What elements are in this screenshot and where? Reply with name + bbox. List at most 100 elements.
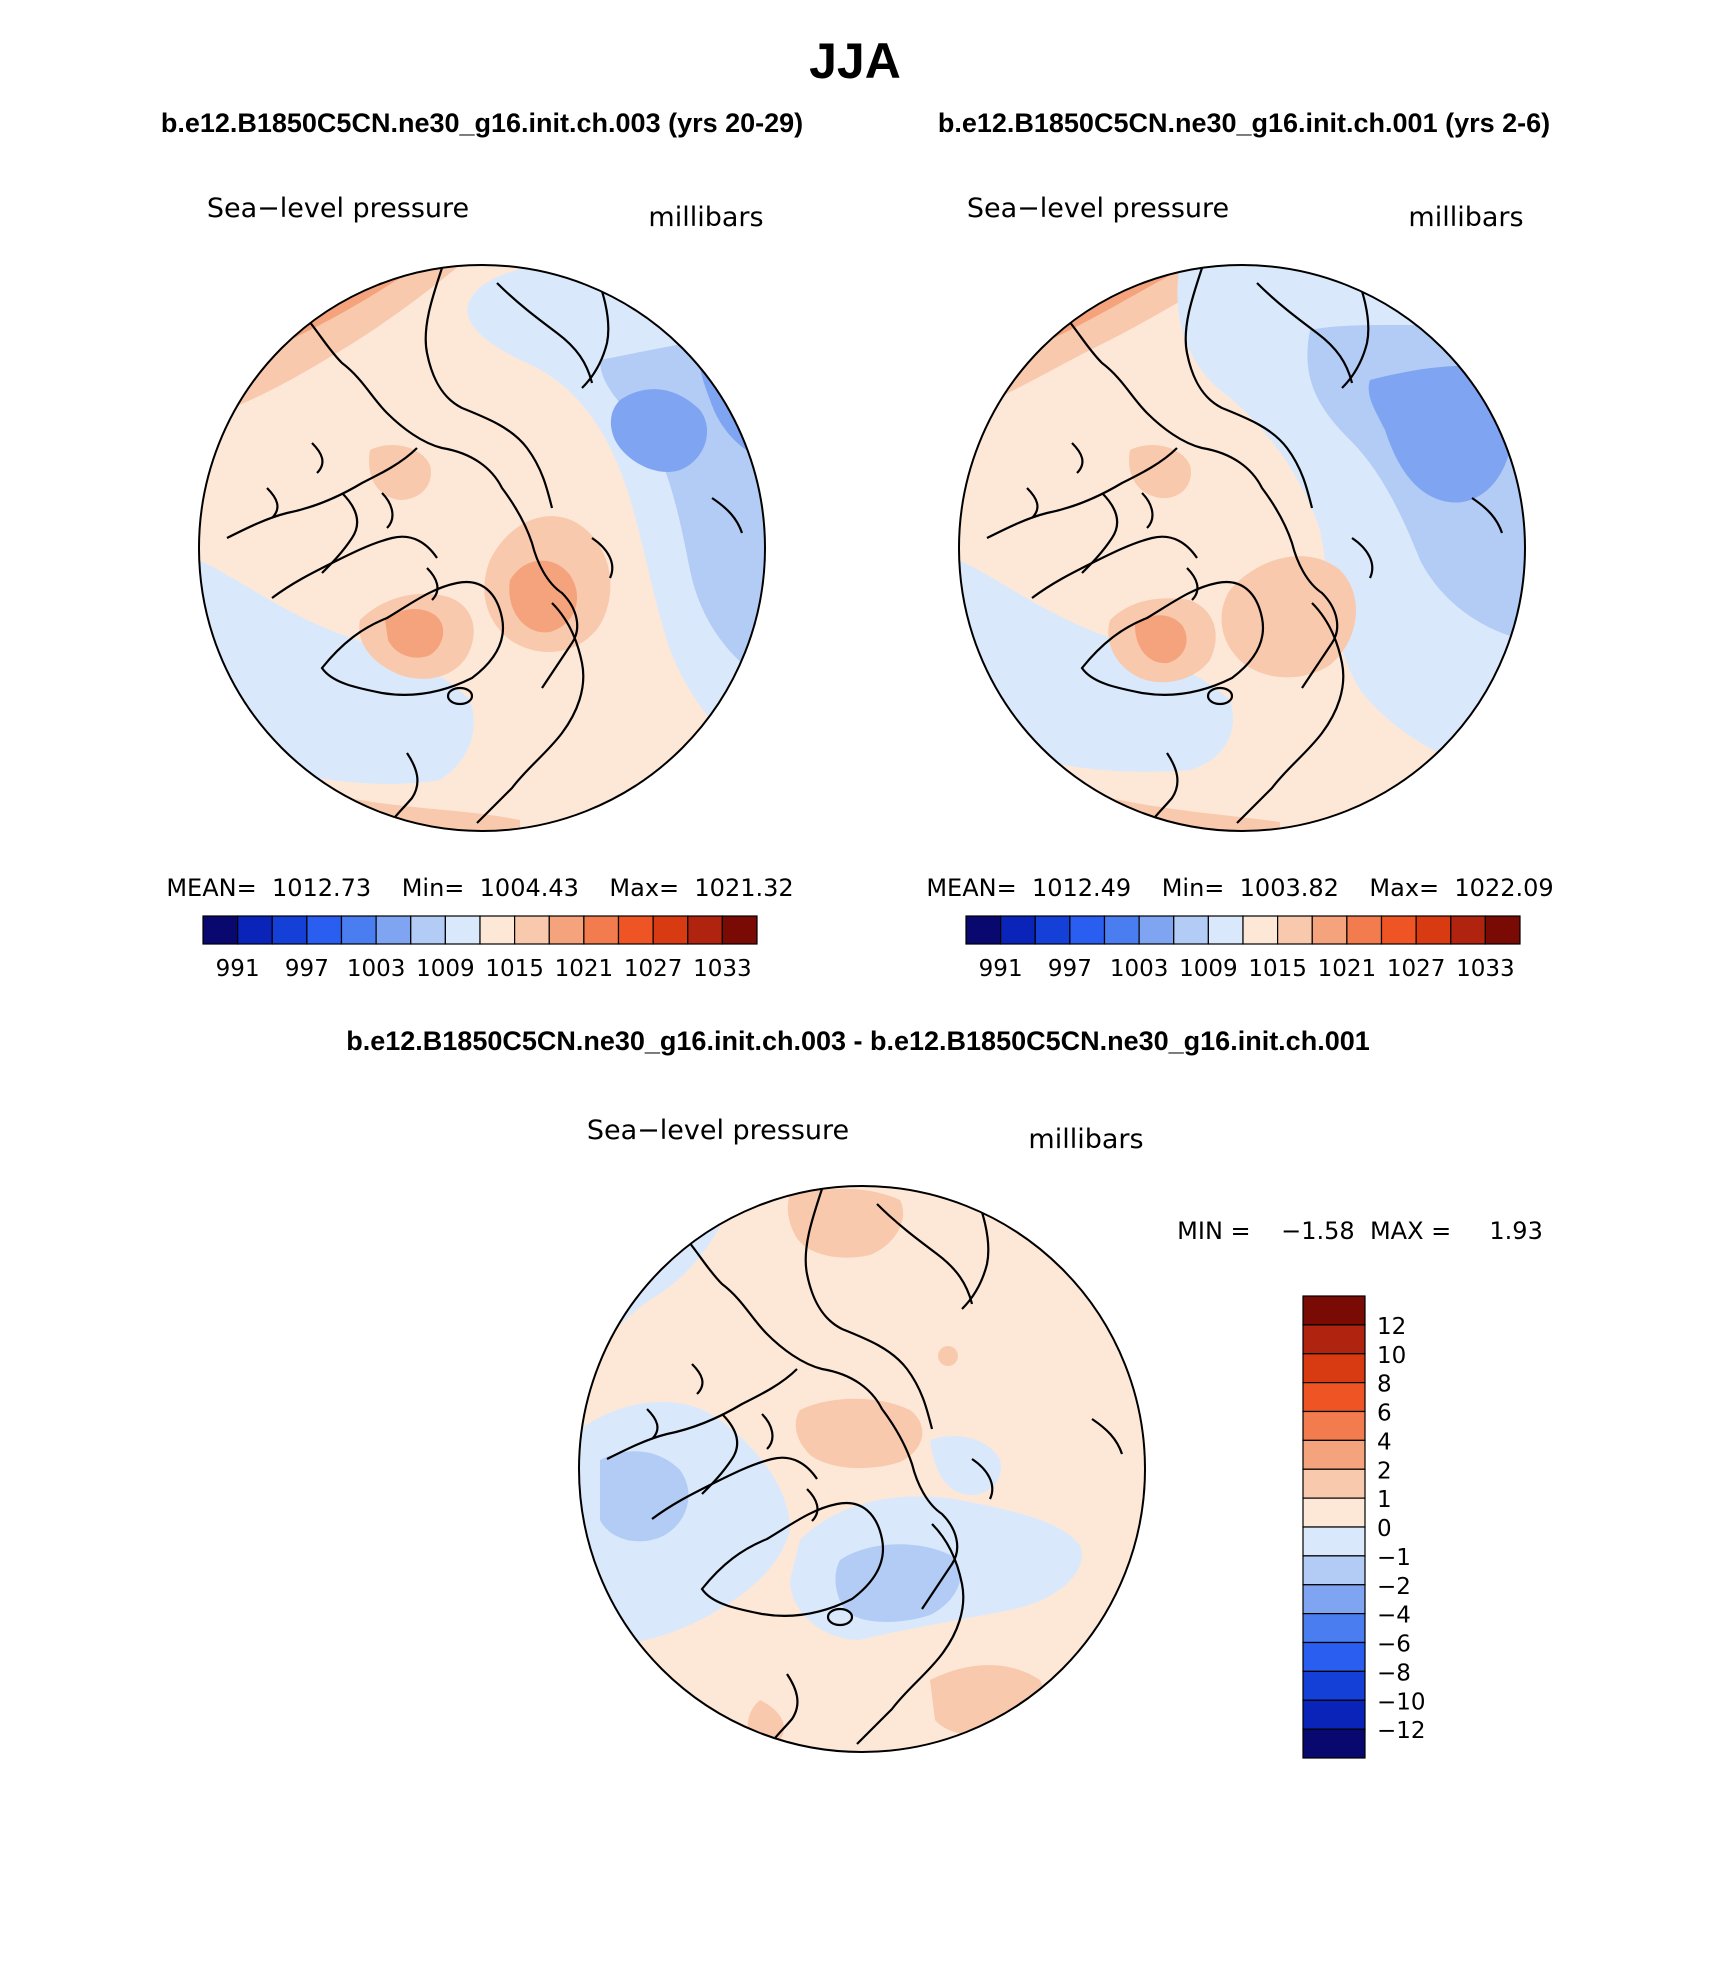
colorbar-swatch: [1302, 1670, 1366, 1701]
colorbar-tick-label: 2: [1377, 1458, 1392, 1484]
colorbar-swatch: [1302, 1699, 1366, 1730]
colorbar-tick-label: 1009: [416, 956, 475, 982]
colorbar-swatch: [1302, 1295, 1366, 1326]
colorbar-tick-label: 1033: [693, 956, 752, 982]
colorbar-swatch: [444, 915, 481, 945]
colorbar-swatch: [375, 915, 412, 945]
colorbar-swatch: [1302, 1584, 1366, 1615]
panel-difference: Sea−level pressure millibars MIN = −1.58…: [578, 1115, 1543, 1759]
colorbar-swatch: [340, 915, 377, 945]
colorbar-swatch: [306, 915, 343, 945]
colorbar-swatch: [1415, 915, 1452, 945]
colorbar-tick-label: 1003: [1110, 956, 1169, 982]
colorbar-tick-label: −8: [1377, 1660, 1411, 1686]
colorbar-swatch: [1450, 915, 1486, 945]
panel-stats: MIN = −1.58 MAX = 1.93: [1177, 1217, 1543, 1245]
panel-variable-label: Sea−level pressure: [967, 193, 1229, 224]
panel-stats: MEAN= 1012.49 Min= 1003.82 Max= 1022.09: [926, 874, 1553, 902]
colorbar-tick-label: 1027: [1387, 956, 1446, 982]
map-boundary: [578, 1185, 1146, 1753]
colorbar-swatch: [965, 915, 1002, 945]
colorbar-swatch: [1138, 915, 1175, 945]
polar-map: [199, 265, 765, 831]
colorbar-tick-label: 1015: [485, 956, 544, 982]
colorbar-swatch: [721, 915, 758, 945]
colorbar-swatch: [617, 915, 654, 945]
colorbar-tick-label: −4: [1377, 1603, 1411, 1629]
colorbar-swatch: [1242, 915, 1279, 945]
season-title: JJA: [809, 33, 901, 89]
colorbar-swatch: [1302, 1641, 1366, 1672]
colorbar-swatch: [1302, 1382, 1366, 1413]
panel-variable-label: Sea−level pressure: [207, 193, 469, 224]
colorbar-tick-label: 0: [1377, 1516, 1392, 1542]
colorbar-tick-label: −6: [1377, 1632, 1411, 1658]
colorbar-tick-label: 4: [1377, 1429, 1392, 1455]
panel-stats: MEAN= 1012.73 Min= 1004.43 Max= 1021.32: [166, 874, 793, 902]
colorbar-swatch: [1302, 1353, 1366, 1384]
map-boundary: [958, 264, 1526, 832]
colorbar-tick-label: 10: [1377, 1343, 1406, 1369]
colorbar-swatch: [202, 915, 239, 945]
colorbar-tick-label: 991: [979, 956, 1023, 982]
panel-case-001: Sea−level pressure millibars MEAN= 1012.…: [926, 193, 1553, 982]
colorbar-tick-label: 1: [1377, 1487, 1392, 1513]
colorbar-tick-label: 1021: [555, 956, 614, 982]
colorbar-swatch: [271, 915, 308, 945]
colorbar-swatch: [1346, 915, 1383, 945]
panel-units-label: millibars: [648, 202, 763, 233]
colorbar-tick-label: 6: [1377, 1401, 1392, 1427]
top-left-title: b.e12.B1850C5CN.ne30_g16.init.ch.003 (yr…: [161, 108, 803, 138]
colorbar-swatch: [1302, 1613, 1366, 1644]
panel-units-label: millibars: [1408, 202, 1523, 233]
map-boundary: [198, 264, 766, 832]
colorbar-tick-label: 1003: [347, 956, 406, 982]
colorbar-swatch: [1302, 1439, 1366, 1470]
colorbar-tick-label: 12: [1377, 1314, 1406, 1340]
colorbar-swatch: [583, 915, 620, 945]
colorbar-tick-label: 1015: [1248, 956, 1307, 982]
difference-title: b.e12.B1850C5CN.ne30_g16.init.ch.003 - b…: [346, 1026, 1370, 1056]
colorbar-tick-label: 1009: [1179, 956, 1238, 982]
colorbar-swatch: [1000, 915, 1036, 945]
colorbar-swatch: [1277, 915, 1313, 945]
colorbar-swatch: [1302, 1497, 1366, 1528]
colorbar-swatch: [548, 915, 585, 945]
colorbar-swatch: [1302, 1526, 1366, 1557]
colorbar-tick-label: −2: [1377, 1574, 1411, 1600]
colorbar-tick-label: 991: [216, 956, 260, 982]
colorbar-swatch: [652, 915, 689, 945]
colorbar-tick-label: 1027: [624, 956, 683, 982]
colorbar-swatch: [1069, 915, 1106, 945]
colorbar-swatch: [237, 915, 273, 945]
polar-map: [959, 265, 1525, 831]
panel-case-003: Sea−level pressure millibars MEAN= 1012.…: [166, 193, 793, 982]
colorbar-tick-label: 1021: [1318, 956, 1377, 982]
colorbar-swatch: [1103, 915, 1140, 945]
colorbar-swatch: [1302, 1468, 1366, 1499]
top-right-title: b.e12.B1850C5CN.ne30_g16.init.ch.001 (yr…: [938, 108, 1550, 138]
colorbar-swatch: [1302, 1324, 1366, 1355]
panel-variable-label: Sea−level pressure: [587, 1115, 849, 1146]
colorbar-swatch: [514, 915, 550, 945]
colorbar-swatch: [1034, 915, 1071, 945]
colorbar-swatch: [1302, 1555, 1366, 1586]
colorbar-swatch: [1484, 915, 1521, 945]
colorbar-swatch: [1173, 915, 1209, 945]
colorbar-tick-label: 1033: [1456, 956, 1515, 982]
colorbar-tick-label: 997: [1048, 956, 1092, 982]
panel-units-label: millibars: [1028, 1124, 1143, 1155]
colorbar-tick-label: −10: [1377, 1689, 1426, 1715]
colorbar-abs: 991 997 1003 1009 1015 1021 1027 1033: [202, 915, 758, 982]
polar-map: [579, 1186, 1145, 1752]
colorbar-swatch: [1302, 1728, 1366, 1759]
colorbar-swatch: [1380, 915, 1417, 945]
colorbar-tick-label: 8: [1377, 1372, 1392, 1398]
colorbar-tick-label: −12: [1377, 1718, 1426, 1744]
colorbar-tick-label: −1: [1377, 1545, 1411, 1571]
colorbar-swatch: [1207, 915, 1244, 945]
colorbar-swatch: [687, 915, 723, 945]
colorbar-abs: 991 997 1003 1009 1015 1021 1027 1033: [965, 915, 1521, 982]
